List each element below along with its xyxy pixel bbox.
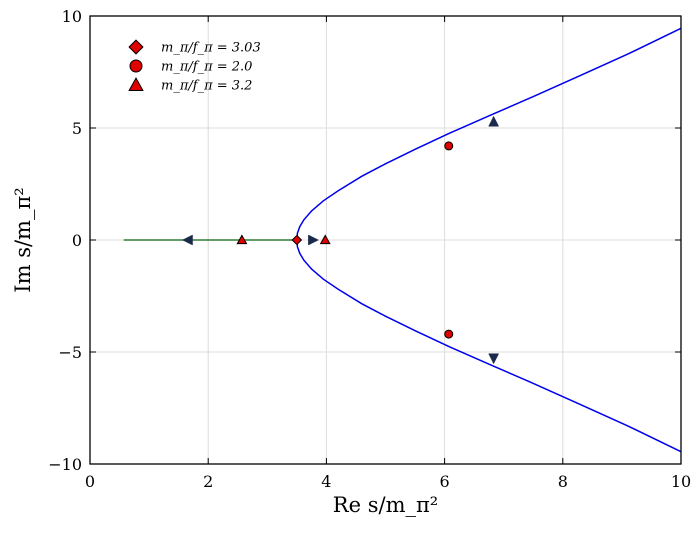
legend-label: m_π/f_π = 2.0 bbox=[161, 60, 252, 75]
legend-marker-diamond bbox=[128, 39, 144, 55]
y-tick-label: 0 bbox=[72, 231, 82, 250]
x-tick-label: 4 bbox=[321, 472, 331, 491]
arrow-down bbox=[488, 353, 500, 365]
marker-circle bbox=[444, 329, 454, 339]
ticks-group: 0 2 4 6 8 10 −10 −5 0 5 10 bbox=[48, 7, 691, 491]
marker-triangle bbox=[319, 234, 331, 245]
y-tick-label: −5 bbox=[58, 343, 82, 362]
y-tick-label: 10 bbox=[62, 7, 82, 26]
y-axis-label: Im s/m_π² bbox=[11, 187, 35, 292]
x-axis-label: Re s/m_π² bbox=[333, 493, 438, 517]
marker-diamond bbox=[291, 234, 303, 246]
marker-circle bbox=[444, 141, 454, 151]
y-tick-label: 5 bbox=[72, 119, 82, 138]
series-group bbox=[123, 27, 682, 453]
x-tick-label: 2 bbox=[203, 472, 213, 491]
x-tick-label: 8 bbox=[558, 472, 568, 491]
x-tick-label: 10 bbox=[671, 472, 691, 491]
series-line-complex-lower bbox=[296, 239, 682, 453]
x-tick-label: 0 bbox=[85, 472, 95, 491]
arrow-left bbox=[181, 234, 193, 246]
legend-marker-triangle bbox=[128, 77, 144, 92]
legend-label: m_π/f_π = 3.03 bbox=[161, 41, 261, 56]
axis-labels: Re s/m_π² Im s/m_π² bbox=[11, 187, 438, 517]
arrow-up bbox=[488, 115, 500, 127]
legend-marker-circle bbox=[129, 59, 143, 73]
markers-group bbox=[181, 115, 500, 365]
arrow-right bbox=[308, 234, 319, 246]
legend-label: m_π/f_π = 3.2 bbox=[161, 79, 252, 94]
marker-triangle bbox=[236, 234, 248, 245]
y-tick-label: −10 bbox=[48, 455, 82, 474]
legend: m_π/f_π = 3.03 m_π/f_π = 2.0 m_π/f_π = 3.2 bbox=[128, 39, 261, 94]
x-tick-label: 6 bbox=[440, 472, 450, 491]
series-line-complex-upper bbox=[296, 27, 682, 241]
